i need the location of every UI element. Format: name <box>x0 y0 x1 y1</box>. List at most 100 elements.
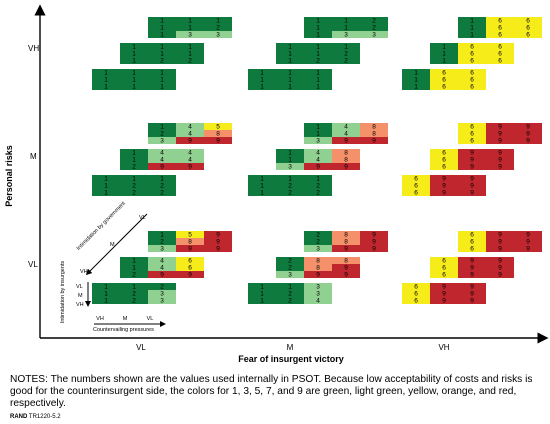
matrix-cell-value: 1 <box>160 51 164 58</box>
matrix-cell-value: 1 <box>160 25 164 32</box>
matrix-cell-value: 1 <box>188 18 192 25</box>
matrix-cell-value: 6 <box>414 183 418 190</box>
matrix-cell <box>458 149 486 156</box>
matrix-cell-value: 9 <box>498 265 502 272</box>
matrix-cell <box>514 245 542 252</box>
matrix-cell <box>120 156 148 163</box>
matrix-cell <box>458 24 486 31</box>
matrix-cell-value: 6 <box>470 51 474 58</box>
matrix-cell-value: 8 <box>372 124 376 131</box>
matrix-cell <box>458 43 486 50</box>
matrix-cell <box>92 297 120 304</box>
matrix-vl-vh-block-1: 1 1 11 1 11 2 2 <box>120 43 204 65</box>
matrix-cell <box>304 271 332 278</box>
matrix-cell <box>92 69 120 76</box>
matrix-cell-value: 2 <box>160 183 164 190</box>
matrix-cell <box>486 17 514 24</box>
matrix-cell <box>204 24 232 31</box>
matrix-vh-m-block-1: 6 9 96 9 96 9 9 <box>430 149 514 171</box>
matrix-cell <box>248 290 276 297</box>
matrix-cell <box>176 130 204 137</box>
matrix-cell <box>120 149 148 156</box>
matrix-cell-value: 9 <box>526 232 530 239</box>
matrix-vl-m-block-0: 1 4 5 2 4 8 3 9 9 <box>148 123 232 145</box>
matrix-vh-m-block-2: 6 9 96 9 96 9 9 <box>402 175 486 197</box>
matrix-cell-value: 9 <box>498 157 502 164</box>
matrix-cell <box>430 283 458 290</box>
matrix-cell-value: 4 <box>316 157 320 164</box>
matrix-cell-value: 9 <box>316 164 320 171</box>
matrix-cell <box>176 31 204 38</box>
matrix-cell-value: 1 <box>442 58 446 65</box>
matrix-cell <box>304 156 332 163</box>
matrix-cell-value: 3 <box>316 291 320 298</box>
matrix-cell <box>148 290 176 297</box>
matrix-cell <box>360 238 388 245</box>
matrix-cell-value: 1 <box>316 131 320 138</box>
matrix-cell-value: 9 <box>470 176 474 183</box>
matrix-cell <box>304 175 332 182</box>
matrix-cell <box>276 43 304 50</box>
matrix-cell <box>402 297 430 304</box>
matrix-cell-value: 9 <box>498 124 502 131</box>
matrix-vh-vh-block-0: 1 6 61 6 61 6 6 <box>458 17 542 39</box>
matrix-cell-value: 8 <box>344 150 348 157</box>
matrix-cell-value: 9 <box>372 138 376 145</box>
matrix-cell-value: 1 <box>160 232 164 239</box>
matrix-cell <box>92 189 120 196</box>
matrix-cell-value: 1 <box>316 32 320 39</box>
matrix-cell <box>304 163 332 170</box>
gov-level-vh: VH <box>80 269 88 275</box>
matrix-cell-value: 1 <box>160 70 164 77</box>
matrix-cell <box>148 137 176 144</box>
matrix-cell <box>176 156 204 163</box>
matrix-cell <box>248 283 276 290</box>
ins-intimidation-title: Intimidation by insurgents <box>60 261 66 324</box>
matrix-cell <box>204 238 232 245</box>
matrix-cell-value: 5 <box>216 124 220 131</box>
y-tick-m: M <box>30 152 37 161</box>
matrix-cell-value: 9 <box>498 232 502 239</box>
matrix-cell-value: 8 <box>372 131 376 138</box>
matrix-m-vl-block-1: 2 8 82 8 93 9 9 <box>276 257 360 279</box>
matrix-cell-value: 6 <box>526 18 530 25</box>
matrix-cell-value: 2 <box>316 183 320 190</box>
matrix-cell <box>458 257 486 264</box>
matrix-cell <box>332 245 360 252</box>
matrix-cell-value: 6 <box>498 51 502 58</box>
matrix-cell-value: 1 <box>442 44 446 51</box>
matrix-cell <box>204 123 232 130</box>
matrix-cell-value: 6 <box>442 164 446 171</box>
matrix-cell <box>458 163 486 170</box>
matrix-cell <box>458 231 486 238</box>
matrix-cell-value: 1 <box>288 70 292 77</box>
matrix-cell-value: 2 <box>132 272 136 279</box>
matrix-cell-value: 9 <box>498 258 502 265</box>
matrix-cell-value: 4 <box>160 150 164 157</box>
matrix-cell <box>148 163 176 170</box>
matrix-cell-value: 1 <box>260 77 264 84</box>
matrix-cell-value: 1 <box>316 25 320 32</box>
matrix-cell <box>120 57 148 64</box>
matrix-cell-value: 2 <box>160 58 164 65</box>
matrix-cell <box>276 189 304 196</box>
matrix-cell-value: 6 <box>442 70 446 77</box>
matrix-cell-value: 1 <box>288 157 292 164</box>
ins-level-m: M <box>78 293 83 299</box>
matrix-cell <box>458 283 486 290</box>
matrix-vh-vl-block-0: 6 9 96 9 96 9 9 <box>458 231 542 253</box>
matrix-cell-value: 1 <box>414 77 418 84</box>
matrix-cell-value: 2 <box>132 183 136 190</box>
matrix-cell <box>402 182 430 189</box>
matrix-cell-value: 9 <box>470 183 474 190</box>
matrix-vl-vl-block-2: 1 1 21 2 31 2 3 <box>92 283 176 305</box>
matrix-cell-value: 6 <box>442 272 446 279</box>
matrix-cell <box>204 130 232 137</box>
matrix-cell-value: 4 <box>188 150 192 157</box>
matrix-cell <box>458 50 486 57</box>
matrix-cell-value: 4 <box>316 150 320 157</box>
matrix-cell <box>148 257 176 264</box>
matrix-cell-value: 1 <box>344 18 348 25</box>
matrix-cell-value: 6 <box>526 25 530 32</box>
matrix-cell <box>176 137 204 144</box>
